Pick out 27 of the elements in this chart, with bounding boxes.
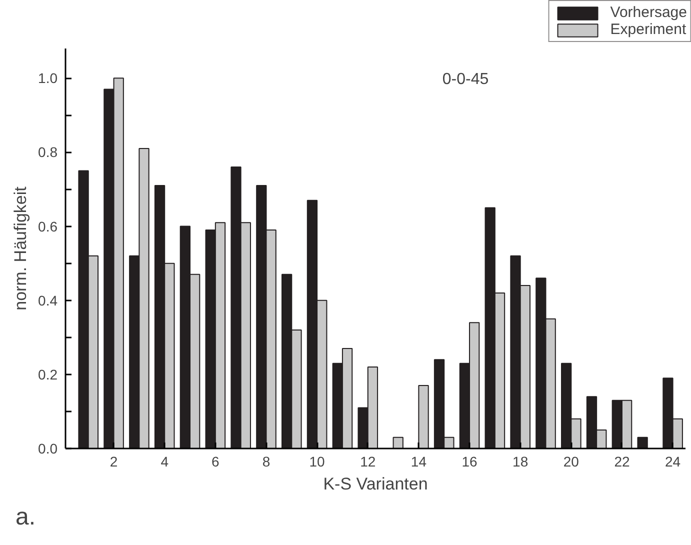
x-tick-label: 12 xyxy=(360,454,376,470)
bar xyxy=(418,385,429,448)
bar xyxy=(392,436,404,448)
x-axis-title: K-S Varianten xyxy=(323,474,428,494)
x-tick-label: 24 xyxy=(665,454,681,470)
x-tick-label: 2 xyxy=(110,454,118,470)
text: a. xyxy=(16,504,36,530)
x-tick-label: 22 xyxy=(614,454,630,470)
annotation: 0-0-45 xyxy=(442,71,489,88)
x-tick-label: 10 xyxy=(309,454,326,470)
x-tick-label: 20 xyxy=(563,454,580,470)
legend-label: Vorhersage xyxy=(610,4,687,21)
y-tick-label: 0.6 xyxy=(38,218,58,234)
x-tick-label: 14 xyxy=(410,454,427,470)
y-tick-label: 0.2 xyxy=(38,366,58,382)
y-axis-title: norm. Häufigkeit xyxy=(11,186,30,310)
bar xyxy=(637,436,648,448)
y-tick-label: 0.4 xyxy=(38,292,58,308)
x-tick-label: 8 xyxy=(262,454,270,470)
x-tick-label: 18 xyxy=(512,454,528,470)
y-tick-label: 0.0 xyxy=(38,440,58,456)
x-tick-label: 4 xyxy=(160,454,169,470)
y-tick-label: 1.0 xyxy=(38,70,58,86)
legend-label: Experiment xyxy=(610,21,686,38)
x-tick-label: 16 xyxy=(462,454,478,470)
x-tick-label: 6 xyxy=(212,454,220,470)
y-tick-label: 0.8 xyxy=(38,144,58,160)
